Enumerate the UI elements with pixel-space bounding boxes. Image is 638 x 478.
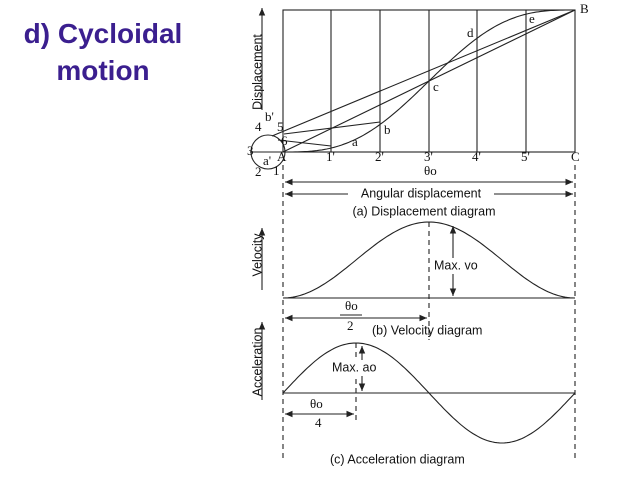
caption: (a) Displacement diagram bbox=[352, 204, 495, 218]
title-line: motion bbox=[56, 55, 149, 86]
circle-label: 6 bbox=[281, 133, 288, 148]
projection bbox=[277, 139, 332, 147]
division-label: 4' bbox=[472, 149, 481, 164]
projection bbox=[283, 121, 381, 135]
displacement-diagram: Displacement a b c d e B 1 2 a' 3 4 b' 5… bbox=[247, 1, 589, 218]
caption: (c) Acceleration diagram bbox=[330, 452, 465, 466]
circle-label: b' bbox=[265, 109, 274, 124]
point-label: B bbox=[580, 1, 589, 16]
division-label: 5' bbox=[521, 149, 530, 164]
origin-label: A bbox=[277, 149, 287, 164]
point-label: c bbox=[433, 79, 439, 94]
title-line: d) Cycloidal bbox=[24, 18, 183, 49]
velocity-diagram: Max. vo Velocity θo 2 (b) Velocity diagr… bbox=[250, 221, 576, 340]
axis-label: Acceleration bbox=[250, 328, 264, 397]
x-label: Angular displacement bbox=[361, 186, 482, 200]
displacement-curve bbox=[283, 9, 575, 153]
point-label: a bbox=[352, 134, 358, 149]
division-label: 2' bbox=[375, 149, 384, 164]
parallel-line bbox=[271, 9, 576, 137]
end-label: C bbox=[571, 149, 580, 164]
axis-label: Displacement bbox=[250, 34, 264, 110]
caption: (b) Velocity diagram bbox=[372, 323, 482, 337]
fraction-numerator: θo bbox=[345, 298, 358, 313]
theta-label: θo bbox=[424, 163, 437, 178]
acceleration-diagram: Max. ao Acceleration θo 4 (c) Accelerati… bbox=[250, 322, 576, 466]
axis-label: Velocity bbox=[250, 233, 264, 277]
label-bg bbox=[432, 258, 488, 274]
label-bg bbox=[348, 186, 494, 201]
acceleration-curve bbox=[282, 342, 576, 444]
label-bg bbox=[338, 319, 364, 333]
max-label: Max. ao bbox=[332, 360, 377, 374]
circle-label: 5 bbox=[277, 119, 284, 134]
max-label: Max. vo bbox=[434, 258, 478, 272]
circle-label: 2 bbox=[255, 164, 262, 179]
label-bg bbox=[330, 360, 384, 376]
circle-label: 3 bbox=[247, 143, 254, 158]
fraction-denominator: 4 bbox=[315, 415, 322, 430]
point-label: e bbox=[529, 11, 535, 26]
division-label: 1' bbox=[326, 149, 335, 164]
circle-label: 1 bbox=[273, 163, 280, 178]
circle-label: 4 bbox=[255, 119, 262, 134]
circle-label: a' bbox=[263, 153, 271, 168]
division-label: 3' bbox=[424, 149, 433, 164]
fraction-denominator: 2 bbox=[347, 318, 354, 333]
point-label: b bbox=[384, 122, 391, 137]
point-label: d bbox=[467, 25, 474, 40]
fraction-numerator: θo bbox=[310, 396, 323, 411]
